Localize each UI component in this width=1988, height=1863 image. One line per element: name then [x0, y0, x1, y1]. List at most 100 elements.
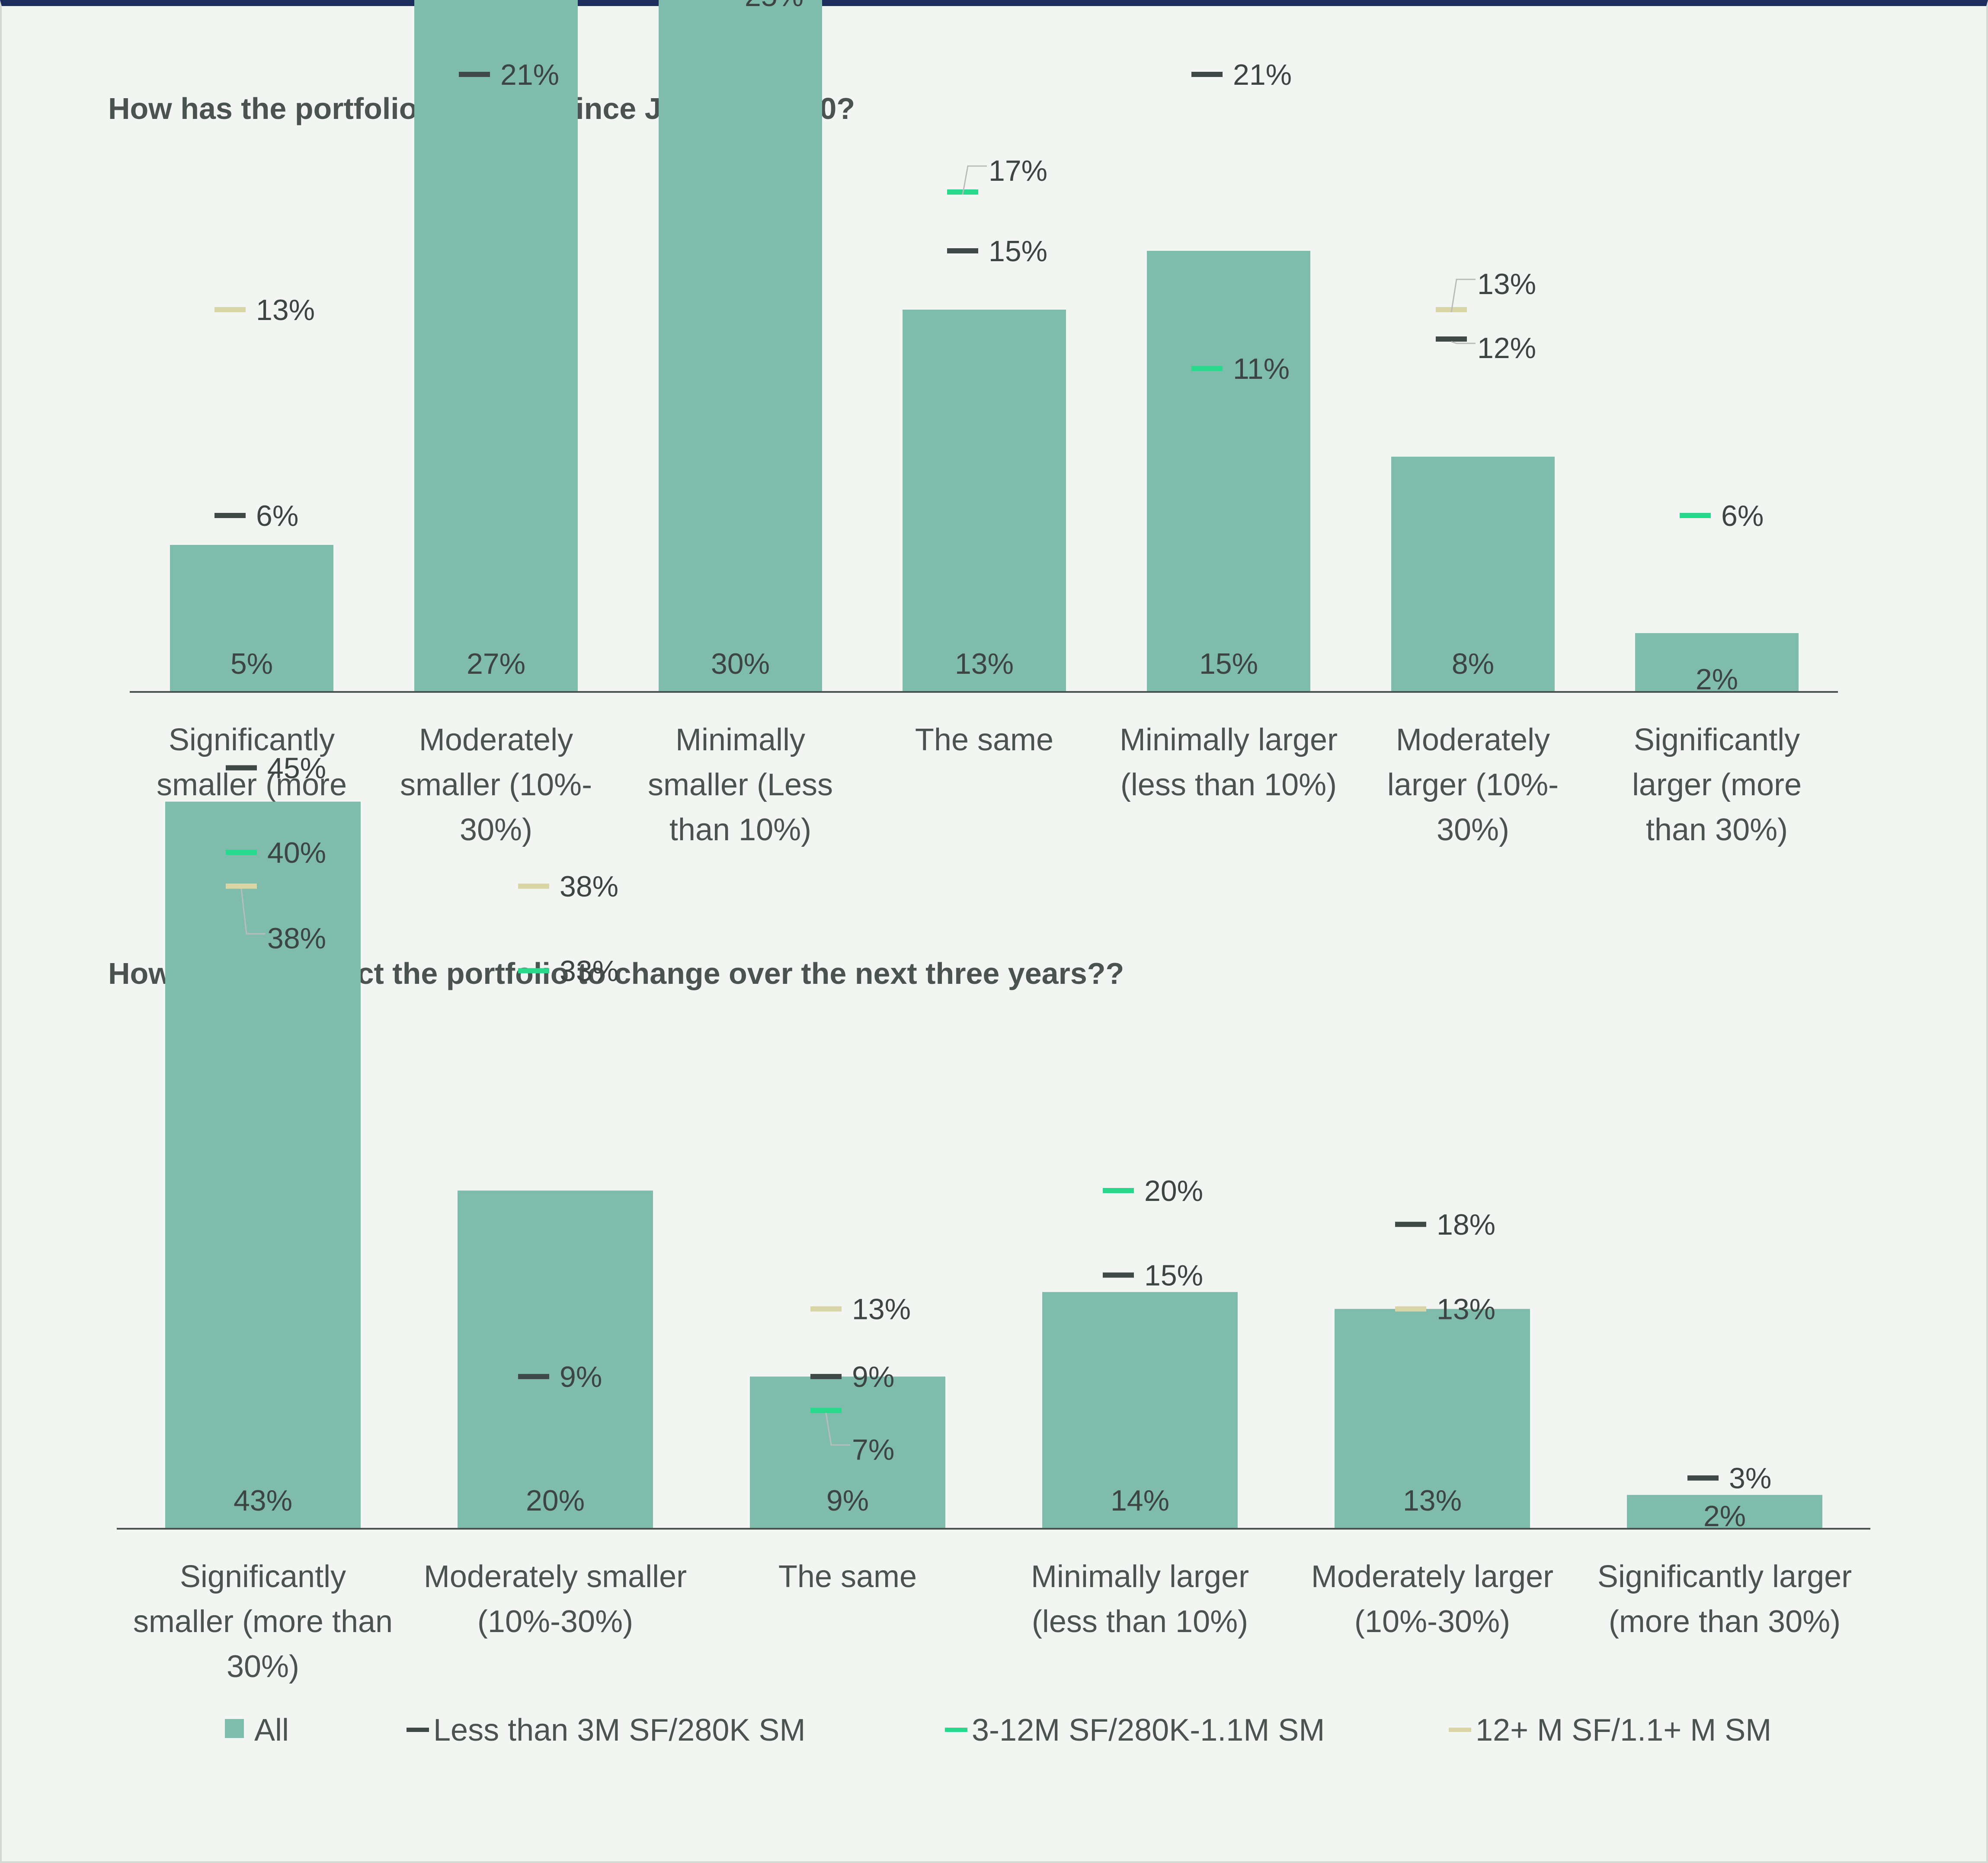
- data-label-m3-12: 20%: [1144, 1175, 1203, 1207]
- data-label-all: 13%: [955, 647, 1014, 680]
- marker-m12-plus: [518, 883, 549, 889]
- marker-less-than-3m: [1395, 1222, 1426, 1227]
- leader-line: [962, 165, 987, 195]
- bar-all: [458, 1191, 653, 1529]
- data-label-less-than-3m: 9%: [852, 1360, 894, 1393]
- category-label: (less than 10%): [1032, 1604, 1248, 1639]
- data-label-less-than-3m: 15%: [1144, 1259, 1203, 1292]
- data-label-less-than-3m: 9%: [560, 1360, 602, 1393]
- category-label: Significantly: [169, 723, 335, 757]
- data-label-m12-plus: 38%: [267, 922, 326, 955]
- marker-m12-plus: [1395, 1306, 1426, 1312]
- legend-label: 12+ M SF/1.1+ M SM: [1476, 1713, 1771, 1748]
- marker-less-than-3m: [1103, 1272, 1134, 1278]
- bar-all: [903, 310, 1066, 692]
- data-label-all: 14%: [1111, 1484, 1169, 1517]
- category-label: The same: [915, 723, 1053, 757]
- category-label: (less than 10%): [1120, 768, 1337, 802]
- leader-line: [1450, 278, 1476, 313]
- data-label-m12-plus: 25%: [745, 0, 804, 13]
- data-label-all: 13%: [1403, 1484, 1462, 1517]
- data-label-less-than-3m: 6%: [256, 499, 298, 532]
- data-label-less-than-3m: 21%: [1233, 58, 1292, 91]
- marker-less-than-3m: [1687, 1475, 1719, 1481]
- bar-all: [1391, 457, 1555, 692]
- marker-m3-12: [226, 850, 257, 855]
- data-label-all: 15%: [1199, 647, 1258, 680]
- category-label: Moderately larger: [1311, 1559, 1553, 1594]
- legend-swatch-m12-plus: [1449, 1728, 1471, 1732]
- bar-all: [1042, 1292, 1238, 1529]
- category-label: smaller (10%-: [400, 768, 592, 802]
- data-label-all: 43%: [234, 1484, 292, 1517]
- data-label-m12-plus: 13%: [1437, 1293, 1495, 1326]
- category-label: Significantly: [180, 1559, 346, 1594]
- marker-less-than-3m: [214, 513, 246, 518]
- data-label-all: 2%: [1703, 1500, 1746, 1533]
- data-label-less-than-3m: 12%: [1477, 332, 1536, 365]
- data-label-all: 8%: [1452, 647, 1494, 680]
- data-label-m3-12: 6%: [1721, 499, 1764, 532]
- category-label: Moderately: [1396, 723, 1550, 757]
- data-label-m12-plus: 13%: [852, 1293, 911, 1326]
- legend-swatch-m3-12: [945, 1728, 967, 1732]
- data-label-all: 30%: [711, 647, 770, 680]
- marker-m3-12: [1103, 1188, 1134, 1193]
- marker-less-than-3m: [518, 1374, 549, 1380]
- category-label: than 10%): [669, 813, 811, 847]
- bar-all: [750, 1376, 945, 1529]
- category-label: (10%-30%): [477, 1604, 633, 1639]
- bar-all: [414, 0, 578, 692]
- data-label-m3-12: 33%: [560, 955, 618, 988]
- marker-less-than-3m: [947, 248, 978, 253]
- data-label-all: 9%: [826, 1484, 869, 1517]
- category-label: larger (more: [1632, 768, 1802, 802]
- data-label-all: 5%: [230, 647, 273, 680]
- bar-all: [1335, 1309, 1530, 1529]
- marker-less-than-3m: [226, 765, 257, 771]
- marker-m3-12: [518, 968, 549, 973]
- category-label: Moderately smaller: [424, 1559, 687, 1594]
- category-label: 30%): [460, 813, 532, 847]
- bar-all: [170, 545, 333, 692]
- data-label-all: 20%: [526, 1484, 585, 1517]
- category-label: 30%): [227, 1649, 299, 1684]
- marker-m3-12: [1191, 366, 1223, 371]
- category-label: smaller (more than: [133, 1604, 393, 1639]
- legend-label: 3-12M SF/280K-1.1M SM: [972, 1713, 1325, 1748]
- data-label-m12-plus: 38%: [560, 870, 618, 903]
- leader-line: [1451, 341, 1476, 344]
- legend-label: Less than 3M SF/280K SM: [433, 1713, 805, 1748]
- data-label-m3-12: 7%: [852, 1433, 894, 1466]
- marker-less-than-3m: [459, 72, 490, 77]
- bar-all: [1627, 1495, 1822, 1529]
- category-label: larger (10%-: [1387, 768, 1559, 802]
- legend-swatch-all: [225, 1719, 244, 1738]
- data-label-m3-12: 11%: [1233, 352, 1290, 385]
- data-label-m3-12: 17%: [989, 154, 1047, 187]
- category-label: The same: [778, 1559, 917, 1594]
- category-label: Minimally: [675, 723, 805, 757]
- bar-all: [1147, 251, 1310, 692]
- leader-line: [240, 889, 266, 935]
- data-label-less-than-3m: 18%: [1437, 1208, 1495, 1241]
- data-label-less-than-3m: 21%: [500, 58, 559, 91]
- category-label: smaller (Less: [648, 768, 833, 802]
- legend-label: All: [254, 1713, 289, 1748]
- data-label-all: 2%: [1696, 663, 1738, 696]
- category-label: smaller (more: [157, 768, 347, 802]
- marker-less-than-3m: [810, 1374, 842, 1380]
- data-label-m3-12: 40%: [267, 836, 326, 869]
- bar-all: [659, 0, 822, 692]
- category-label: than 30%): [1646, 813, 1788, 847]
- category-label: Minimally larger: [1120, 723, 1338, 757]
- data-label-less-than-3m: 3%: [1729, 1462, 1771, 1495]
- marker-m3-12: [1680, 513, 1711, 518]
- category-label: Moderately: [419, 723, 573, 757]
- category-label: Significantly larger: [1597, 1559, 1852, 1594]
- leader-line: [825, 1413, 850, 1446]
- bar-all: [1635, 633, 1799, 692]
- category-label: (10%-30%): [1354, 1604, 1510, 1639]
- data-label-less-than-3m: 45%: [267, 752, 326, 785]
